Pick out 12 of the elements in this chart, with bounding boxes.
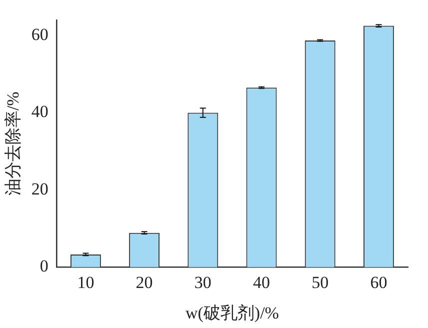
x-axis-title: w(破乳剂)/% xyxy=(185,303,279,322)
x-tick-label: 20 xyxy=(136,272,153,292)
x-tick-label: 60 xyxy=(370,272,388,292)
y-axis-title: 油分去除率/% xyxy=(4,92,23,196)
y-tick-label: 40 xyxy=(31,102,48,122)
y-tick-label: 20 xyxy=(31,179,48,198)
x-tick-label: 30 xyxy=(194,272,212,292)
x-tick-label: 10 xyxy=(77,272,94,292)
x-tick-label: 50 xyxy=(312,272,329,292)
x-tick-label: 40 xyxy=(253,272,270,292)
y-tick-label: 0 xyxy=(40,256,48,276)
y-tick-label: 60 xyxy=(31,24,48,44)
